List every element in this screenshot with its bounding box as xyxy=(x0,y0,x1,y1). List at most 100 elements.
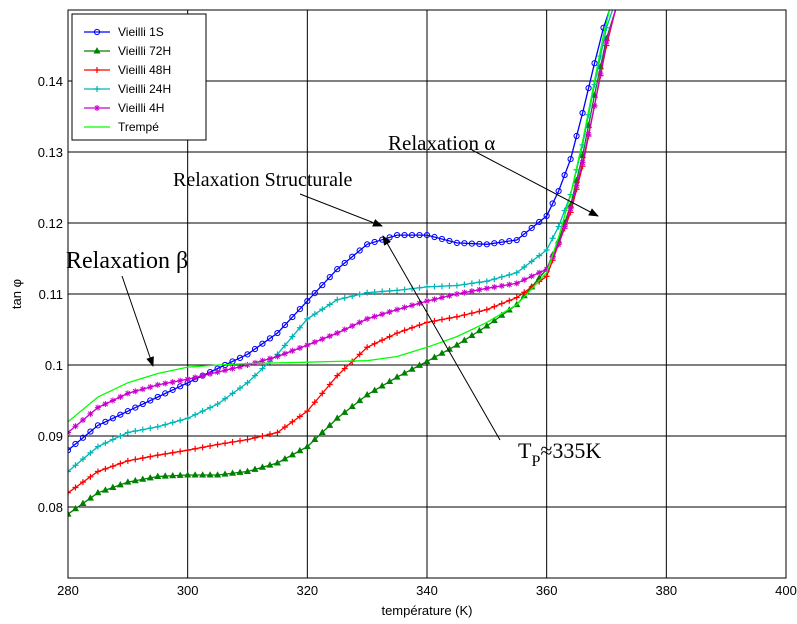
data-point xyxy=(341,326,348,333)
data-point xyxy=(379,311,386,318)
data-point xyxy=(117,393,124,400)
data-point xyxy=(177,417,184,424)
data-point xyxy=(222,395,229,402)
data-point xyxy=(468,331,476,339)
data-point xyxy=(237,437,244,444)
data-point xyxy=(498,300,505,307)
data-point xyxy=(139,455,146,462)
data-point xyxy=(184,471,192,478)
data-point xyxy=(536,252,543,259)
data-point xyxy=(585,85,592,92)
data-point xyxy=(169,419,176,426)
data-point xyxy=(438,235,446,243)
data-point xyxy=(72,440,79,448)
data-point xyxy=(318,428,326,435)
x-tick-label: 320 xyxy=(296,583,318,598)
data-point xyxy=(124,478,132,485)
data-point xyxy=(461,240,468,247)
data-point xyxy=(303,442,311,450)
y-axis-label: tan φ xyxy=(9,279,24,309)
series-vieilli-48h xyxy=(68,10,617,496)
data-point xyxy=(386,287,393,294)
data-point xyxy=(567,205,574,212)
data-point xyxy=(311,435,319,443)
x-tick-label: 400 xyxy=(775,583,797,598)
data-point xyxy=(356,319,363,326)
data-point xyxy=(274,329,281,337)
data-point xyxy=(468,288,475,295)
data-point xyxy=(281,350,288,357)
data-point xyxy=(371,289,378,296)
data-point xyxy=(281,342,288,349)
x-tick-label: 380 xyxy=(655,583,677,598)
data-point xyxy=(109,436,116,443)
data-point xyxy=(521,276,528,283)
data-point xyxy=(591,102,598,109)
data-point xyxy=(393,373,401,380)
data-point xyxy=(169,386,176,393)
grid xyxy=(67,10,787,578)
data-point xyxy=(364,315,371,322)
data-point xyxy=(192,374,199,381)
data-point xyxy=(424,319,430,326)
data-point xyxy=(147,397,154,404)
data-point xyxy=(521,264,528,271)
data-point xyxy=(549,235,556,242)
data-point xyxy=(72,423,79,430)
data-point xyxy=(221,470,229,477)
data-point xyxy=(543,273,550,280)
data-point xyxy=(461,311,468,318)
y-tick-labels: 0.08 0.09 0.1 0.11 0.12 0.13 0.14 xyxy=(38,74,63,515)
data-point xyxy=(326,381,333,388)
y-tick-label: 0.11 xyxy=(39,287,63,302)
data-point xyxy=(304,298,311,305)
data-point xyxy=(236,468,244,475)
arrow-relaxation-beta xyxy=(121,275,154,367)
arrow-relaxation-alpha xyxy=(471,149,599,217)
data-point xyxy=(431,233,438,241)
data-point xyxy=(184,447,191,454)
data-point xyxy=(94,404,101,411)
data-point xyxy=(597,70,604,77)
data-point xyxy=(102,440,109,447)
data-point xyxy=(94,86,100,92)
data-point xyxy=(102,401,109,408)
data-point xyxy=(491,276,498,283)
data-point xyxy=(124,457,131,464)
data-point xyxy=(132,428,139,435)
arrow-relaxation-structurale xyxy=(299,193,383,227)
data-point xyxy=(229,469,237,476)
data-point xyxy=(461,289,468,296)
data-point xyxy=(87,449,94,456)
data-point xyxy=(199,408,206,415)
legend-label: Trempé xyxy=(118,120,159,134)
data-point xyxy=(109,483,117,490)
data-point xyxy=(379,288,386,295)
data-point xyxy=(409,302,416,309)
data-point xyxy=(561,171,568,179)
data-point xyxy=(506,271,513,278)
y-tick-label: 0.12 xyxy=(38,216,63,231)
legend-entry: Vieilli 1S xyxy=(84,25,164,39)
data-point xyxy=(79,456,86,463)
data-point xyxy=(394,330,401,337)
data-point xyxy=(79,499,87,506)
data-point xyxy=(491,303,498,310)
data-point xyxy=(72,462,79,469)
data-point xyxy=(289,333,296,340)
data-point xyxy=(438,349,446,356)
data-point xyxy=(513,294,520,301)
x-tick-label: 340 xyxy=(416,583,438,598)
data-point xyxy=(549,200,556,207)
legend-label: Vieilli 4H xyxy=(118,101,164,115)
data-point xyxy=(573,182,580,189)
data-point xyxy=(109,463,116,470)
data-point xyxy=(491,284,498,291)
data-point xyxy=(401,286,408,293)
data-point xyxy=(521,230,528,238)
data-point xyxy=(117,411,124,418)
data-point xyxy=(476,308,483,315)
data-point xyxy=(102,418,109,425)
data-point xyxy=(237,363,244,370)
data-point xyxy=(348,402,356,410)
